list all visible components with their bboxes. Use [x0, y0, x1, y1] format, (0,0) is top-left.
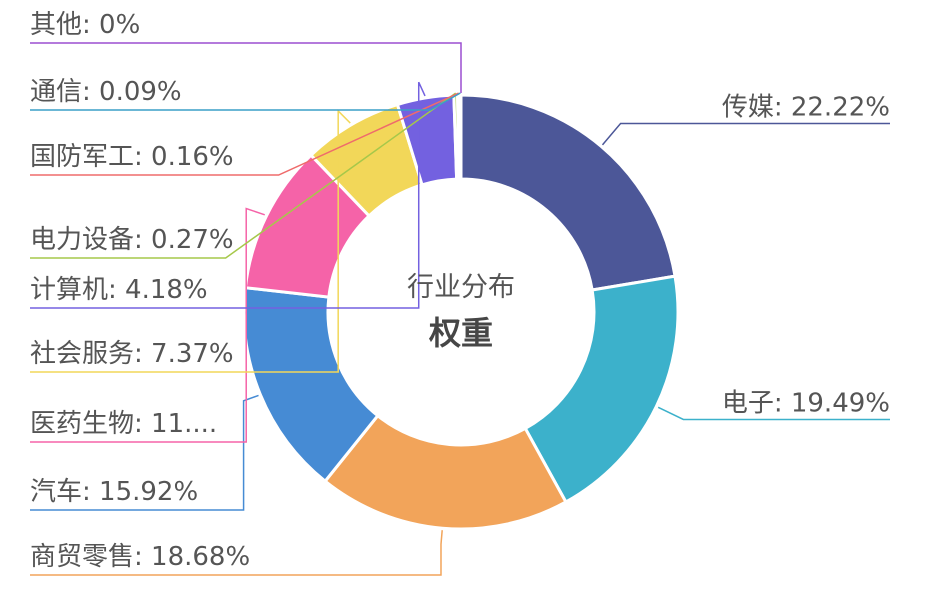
leader-line-slice-3 — [30, 394, 259, 511]
slice-label-slice-10: 其他: 0% — [30, 10, 140, 40]
leader-line-slice-4 — [30, 207, 265, 443]
slice-labels: 传媒: 22.22% 电子: 19.49% 商贸零售: 18.68% 汽车: 15.9… — [30, 10, 890, 572]
slice-label-slice-4: 医药生物: 11.... — [30, 409, 217, 439]
leader-line-slice-6 — [30, 81, 426, 309]
leader-line-slice-0 — [601, 122, 890, 146]
slice-label-slice-9: 通信: 0.09% — [30, 77, 182, 107]
leader-line-slice-1 — [657, 406, 890, 421]
label-leader-lines — [30, 42, 890, 576]
slice-label-slice-0: 传媒: 22.22% — [722, 92, 890, 122]
slice-label-slice-7: 电力设备: 0.27% — [30, 225, 234, 255]
leader-line-slice-2 — [30, 530, 443, 576]
slice-label-slice-2: 商贸零售: 18.68% — [30, 542, 250, 572]
slice-label-slice-1: 电子: 19.49% — [722, 388, 890, 418]
chart-title: 权重 — [428, 314, 493, 352]
leader-line-slice-10 — [30, 42, 462, 93]
chart-subtitle: 行业分布 — [407, 272, 515, 303]
leader-line-slice-5 — [30, 109, 351, 373]
donut-slices — [242, 93, 680, 531]
leader-line-slice-8 — [30, 92, 459, 176]
leader-line-slice-9 — [30, 92, 461, 111]
donut-slice-0[interactable] — [459, 93, 677, 292]
slice-label-slice-6: 计算机: 4.18% — [30, 275, 208, 305]
donut-slice-9[interactable] — [458, 93, 463, 181]
slice-label-slice-3: 汽车: 15.92% — [30, 477, 198, 507]
slice-label-slice-8: 国防军工: 0.16% — [30, 142, 234, 172]
leader-line-slice-7 — [30, 92, 457, 259]
slice-label-slice-5: 社会服务: 7.37% — [30, 339, 234, 369]
